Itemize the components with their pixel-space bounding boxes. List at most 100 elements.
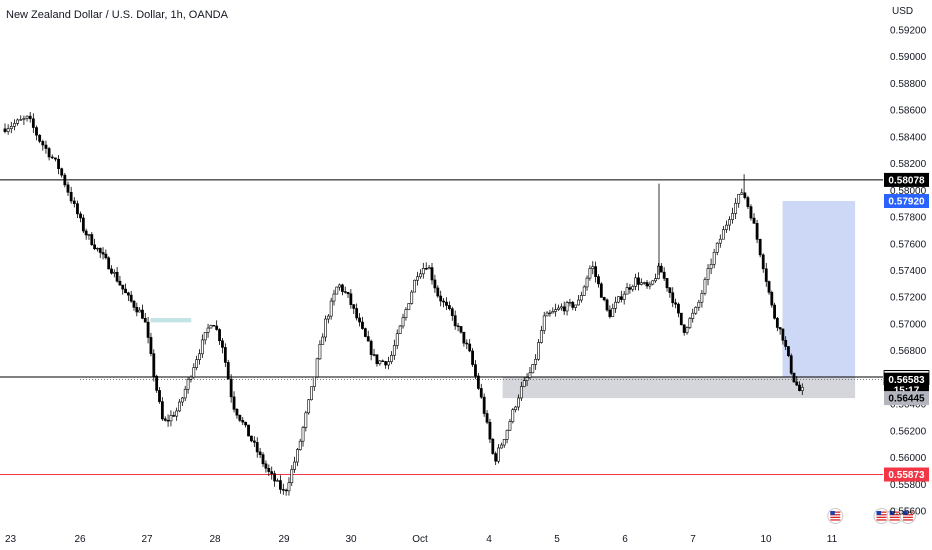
candle: [3, 123, 7, 134]
candle: [172, 411, 176, 417]
candle-body: [180, 397, 184, 403]
candle: [50, 154, 54, 160]
y-tick-label: 0.58800: [890, 79, 927, 90]
y-axis: 0.59200 0.59000 0.58800 0.58600 0.58400 0.582…: [890, 26, 927, 518]
candle-body: [648, 283, 652, 287]
candle: [471, 348, 474, 367]
candle: [192, 363, 196, 379]
candle: [424, 262, 428, 271]
candle: [358, 313, 361, 327]
candle: [734, 198, 738, 219]
candle-body: [559, 306, 563, 309]
candle: [270, 466, 274, 480]
candle-body: [332, 293, 336, 302]
candle: [752, 213, 756, 224]
candle: [800, 383, 804, 395]
candle: [238, 414, 242, 423]
candle: [430, 263, 434, 285]
candle-body: [715, 242, 719, 253]
candle: [445, 297, 448, 311]
candle: [789, 353, 793, 376]
candle-body: [522, 380, 526, 387]
candle-body: [203, 332, 207, 341]
candle: [315, 357, 319, 379]
candle-body: [152, 353, 156, 377]
candle: [703, 277, 707, 296]
y-tick-label: 0.58200: [890, 159, 927, 170]
candle: [571, 300, 575, 311]
candle-body: [146, 321, 150, 338]
candle-body: [482, 396, 486, 414]
candle: [160, 397, 164, 421]
candle: [96, 247, 99, 252]
candle-body: [531, 364, 535, 374]
candle: [468, 339, 472, 353]
candle-body: [270, 471, 274, 474]
candle: [442, 298, 445, 308]
candle-body: [66, 184, 70, 193]
candle-body: [361, 321, 364, 329]
candle: [341, 283, 344, 296]
candle: [474, 360, 477, 380]
x-tick-label: 7: [690, 534, 696, 545]
candle: [505, 429, 509, 444]
us-flag-stripe: [889, 519, 900, 521]
candle-body: [659, 265, 663, 273]
us-flag-stripe: [902, 511, 913, 513]
candle-body: [528, 372, 532, 378]
candle-body: [571, 301, 575, 308]
candle-body: [398, 325, 402, 335]
candle: [770, 290, 774, 308]
candle-body: [104, 253, 108, 259]
candle: [585, 275, 589, 291]
price-label: 0.57920: [884, 194, 929, 209]
candle: [476, 373, 480, 390]
candle: [195, 355, 199, 371]
candle-body: [694, 306, 698, 314]
candle: [281, 483, 285, 495]
candle: [13, 119, 16, 131]
candle: [491, 438, 495, 455]
candle-body: [19, 119, 23, 121]
candle-body: [599, 283, 603, 298]
us-flag-stripe: [876, 514, 887, 516]
us-flag-stripe: [902, 514, 913, 516]
candle-body: [212, 325, 216, 327]
candle-body: [697, 301, 701, 308]
candle: [764, 262, 768, 287]
candle: [528, 366, 532, 380]
us-flag-canton: [902, 511, 908, 515]
candle-body: [355, 308, 359, 319]
candle-body: [87, 234, 91, 236]
candle-body: [476, 375, 480, 389]
candle-body: [421, 268, 425, 275]
candle: [363, 327, 367, 338]
candle: [525, 373, 529, 386]
price-label-bg: [884, 391, 929, 406]
y-tick-label: 0.55600: [890, 507, 927, 518]
candle: [44, 140, 48, 154]
candle: [665, 277, 669, 292]
x-tick-label: 29: [278, 534, 290, 545]
candle-body: [703, 279, 707, 294]
x-tick-label: 4: [486, 534, 492, 545]
candle-body: [752, 217, 756, 224]
price-label-text: 0.58078: [888, 175, 925, 186]
candle: [531, 364, 535, 374]
candle: [141, 304, 144, 320]
x-tick-label: 28: [209, 534, 221, 545]
candle-body: [261, 454, 265, 465]
candle-body: [115, 271, 119, 282]
candle-body: [267, 467, 271, 472]
candle-body: [298, 440, 302, 450]
candle-body: [155, 375, 159, 391]
candle-body: [112, 271, 116, 274]
candle: [369, 339, 373, 361]
candle-body: [622, 293, 626, 300]
candle: [642, 281, 646, 285]
candle: [90, 232, 94, 246]
y-tick-label: 0.56200: [890, 426, 927, 437]
candle: [709, 258, 713, 275]
candle: [76, 200, 79, 219]
